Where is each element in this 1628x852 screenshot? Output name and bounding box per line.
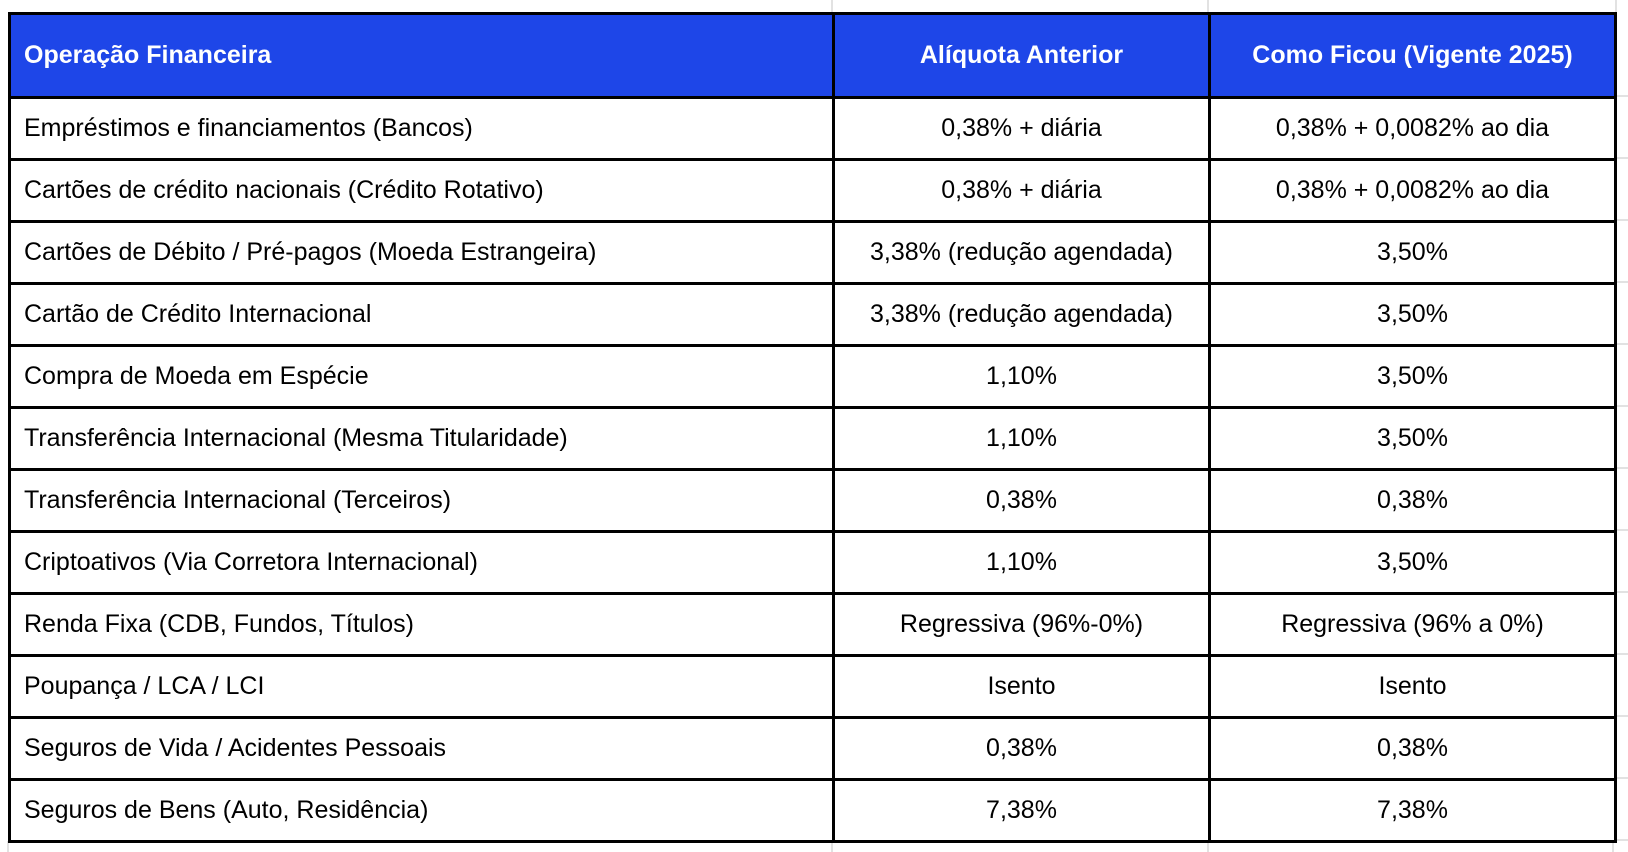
cell-current-rate: 3,50% [1208, 530, 1617, 595]
gridline-top-col1 [831, 0, 833, 13]
gridline-bottom-left-edge [7, 841, 9, 852]
cell-previous-rate: 0,38% [832, 468, 1211, 533]
gridline-right-row6 [1614, 405, 1628, 407]
gridline-top-right-edge [1615, 0, 1617, 13]
cell-previous-rate: 3,38% (redução agendada) [832, 282, 1211, 347]
cell-operation: Criptoativos (Via Corretora Internaciona… [8, 530, 835, 595]
table-row: Poupança / LCA / LCI Isento Isento [8, 654, 1617, 719]
header-row: Operação Financeira Alíquota Anterior Como… [8, 12, 1617, 99]
cell-current-rate: 0,38% [1208, 716, 1617, 781]
cell-operation: Cartões de Débito / Pré-pagos (Moeda Est… [8, 220, 835, 285]
table-row: Cartões de Débito / Pré-pagos (Moeda Est… [8, 220, 1617, 285]
cell-current-rate: 0,38% + 0,0082% ao dia [1208, 96, 1617, 161]
table-row: Seguros de Vida / Acidentes Pessoais 0,38… [8, 716, 1617, 781]
cell-previous-rate: 7,38% [832, 778, 1211, 843]
cell-operation: Poupança / LCA / LCI [8, 654, 835, 719]
cell-previous-rate: Regressiva (96%-0%) [832, 592, 1211, 657]
cell-current-rate: 0,38% [1208, 468, 1617, 533]
cell-operation: Seguros de Vida / Acidentes Pessoais [8, 716, 835, 781]
gridline-right-row7 [1614, 467, 1628, 469]
cell-current-rate: 3,50% [1208, 344, 1617, 409]
gridline-right-row8 [1614, 529, 1628, 531]
gridline-bottom-right-edge [1612, 841, 1614, 852]
gridline-right-row1 [1614, 95, 1628, 97]
cell-previous-rate: 1,10% [832, 530, 1211, 595]
gridline-right-row11 [1614, 715, 1628, 717]
cell-operation: Seguros de Bens (Auto, Residência) [8, 778, 835, 843]
cell-current-rate: 0,38% + 0,0082% ao dia [1208, 158, 1617, 223]
cell-operation: Cartões de crédito nacionais (Crédito Ro… [8, 158, 835, 223]
table-header: Operação Financeira Alíquota Anterior Como… [8, 12, 1617, 99]
cell-previous-rate: 0,38% + diária [832, 158, 1211, 223]
table-row: Cartões de crédito nacionais (Crédito Ro… [8, 158, 1617, 223]
gridline-right-row5 [1614, 343, 1628, 345]
table-row: Criptoativos (Via Corretora Internaciona… [8, 530, 1617, 595]
gridline-right-row3 [1614, 219, 1628, 221]
cell-previous-rate: Isento [832, 654, 1211, 719]
table-body: Empréstimos e financiamentos (Bancos) 0,3… [8, 96, 1617, 843]
gridline-right-row4 [1614, 281, 1628, 283]
column-header-como-ficou-vigente-2025: Como Ficou (Vigente 2025) [1208, 12, 1617, 99]
cell-previous-rate: 1,10% [832, 406, 1211, 471]
column-header-aliquota-anterior: Alíquota Anterior [832, 12, 1211, 99]
gridline-right-row9 [1614, 591, 1628, 593]
cell-previous-rate: 0,38% + diária [832, 96, 1211, 161]
iof-rates-table: Operação Financeira Alíquota Anterior Como… [8, 12, 1617, 843]
table-row: Cartão de Crédito Internacional 3,38% (re… [8, 282, 1617, 347]
cell-current-rate: Regressiva (96% a 0%) [1208, 592, 1617, 657]
cell-current-rate: 3,50% [1208, 282, 1617, 347]
cell-operation: Transferência Internacional (Mesma Titul… [8, 406, 835, 471]
cell-operation: Empréstimos e financiamentos (Bancos) [8, 96, 835, 161]
cell-operation: Compra de Moeda em Espécie [8, 344, 835, 409]
cell-operation: Renda Fixa (CDB, Fundos, Títulos) [8, 592, 835, 657]
cell-previous-rate: 1,10% [832, 344, 1211, 409]
cell-operation: Cartão de Crédito Internacional [8, 282, 835, 347]
table-row: Transferência Internacional (Mesma Titul… [8, 406, 1617, 471]
table-row: Transferência Internacional (Terceiros) 0… [8, 468, 1617, 533]
gridline-top-col2 [1207, 0, 1209, 13]
table-row: Renda Fixa (CDB, Fundos, Títulos) Regress… [8, 592, 1617, 657]
cell-previous-rate: 0,38% [832, 716, 1211, 781]
gridline-right-row12 [1614, 777, 1628, 779]
cell-current-rate: 3,50% [1208, 220, 1617, 285]
table-row: Compra de Moeda em Espécie 1,10% 3,50% [8, 344, 1617, 409]
table-row: Seguros de Bens (Auto, Residência) 7,38% 7… [8, 778, 1617, 843]
cell-current-rate: 7,38% [1208, 778, 1617, 843]
gridline-bottom-col2 [1207, 841, 1209, 852]
gridline-right-bottom [1614, 839, 1628, 841]
gridline-bottom-col1 [831, 841, 833, 852]
cell-current-rate: 3,50% [1208, 406, 1617, 471]
table-row: Empréstimos e financiamentos (Bancos) 0,3… [8, 96, 1617, 161]
gridline-right-row2 [1614, 157, 1628, 159]
gridline-right-row10 [1614, 653, 1628, 655]
cell-operation: Transferência Internacional (Terceiros) [8, 468, 835, 533]
column-header-operacao-financeira: Operação Financeira [8, 12, 835, 99]
cell-current-rate: Isento [1208, 654, 1617, 719]
cell-previous-rate: 3,38% (redução agendada) [832, 220, 1211, 285]
